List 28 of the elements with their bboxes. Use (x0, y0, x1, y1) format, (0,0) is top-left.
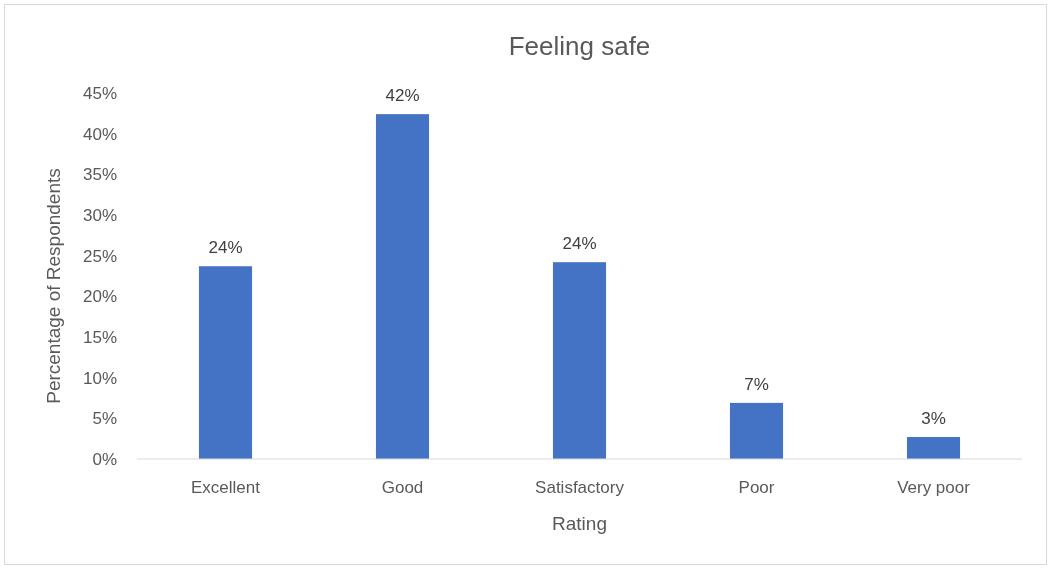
data-label: 7% (744, 374, 769, 394)
y-tick-label: 15% (82, 327, 117, 347)
bar (729, 402, 784, 459)
bar (198, 266, 253, 459)
chart-title: Feeling safe (508, 31, 651, 61)
y-tick-label: 45% (82, 83, 117, 103)
x-tick-label: Satisfactory (535, 478, 625, 498)
y-tick-label: 35% (82, 165, 117, 185)
bar (375, 114, 430, 459)
x-tick-label: Good (381, 478, 424, 498)
bar (906, 437, 961, 459)
x-tick-label: Very poor (897, 478, 971, 498)
data-label: 3% (921, 409, 946, 429)
data-label: 24% (208, 238, 243, 258)
y-tick-label: 5% (92, 409, 117, 429)
bar (552, 262, 607, 459)
y-tick-label: 0% (92, 449, 117, 469)
y-tick-label: 25% (82, 246, 117, 266)
x-tick-label: Poor (738, 478, 775, 498)
data-label: 24% (562, 234, 597, 254)
y-tick-label: 10% (82, 368, 117, 388)
data-label: 42% (385, 86, 420, 106)
y-tick-label: 20% (82, 287, 117, 307)
x-axis-title: Rating (552, 513, 607, 534)
y-tick-label: 40% (82, 124, 117, 144)
y-axis-title: Percentage of Respondents (43, 168, 64, 404)
x-tick-label: Excellent (191, 478, 261, 498)
y-tick-label: 30% (82, 205, 117, 225)
